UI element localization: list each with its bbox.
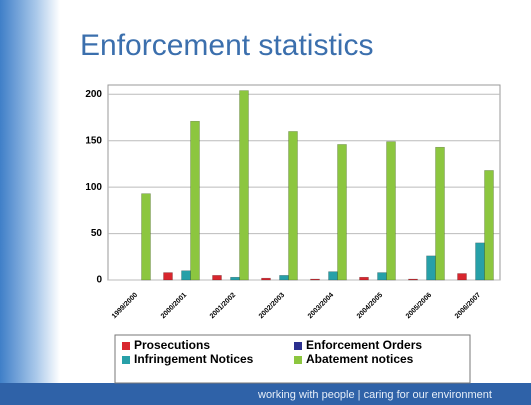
bar [426,255,436,281]
bar [408,278,418,281]
legend-label: Prosecutions [134,338,210,352]
y-tick-label: 100 [85,182,102,193]
x-tick-label: 1999/2000 [111,292,139,320]
bar [288,131,298,281]
bar [181,270,191,281]
x-tick-label: 2006/2007 [454,292,482,320]
footer-band [0,383,531,405]
legend-swatch [294,342,302,350]
bar [239,90,249,281]
legend-swatch [122,342,130,350]
legend [114,334,471,384]
bar [484,170,494,281]
bar [261,277,271,281]
bar [141,193,151,281]
y-tick-label: 200 [85,89,102,100]
x-tick-label: 2000/2001 [160,292,188,320]
legend-swatch [122,356,130,364]
legend-label: Enforcement Orders [306,338,422,352]
bar [475,242,485,281]
x-tick-label: 2001/2002 [209,292,237,320]
y-tick-label: 150 [85,135,102,146]
bar [386,141,396,281]
bar [359,276,369,281]
y-tick-label: 0 [96,275,102,286]
x-tick-label: 2005/2006 [405,292,433,320]
bar [457,273,467,281]
bar [328,271,338,281]
bar [190,120,200,281]
bar [279,275,289,281]
chart-title: Enforcement statistics [80,29,373,62]
footer-text: working with people | caring for our env… [257,389,492,401]
y-tick-label: 50 [91,228,103,239]
bar [377,272,387,281]
bar [230,276,240,281]
bar [310,278,320,281]
legend-swatch [294,356,302,364]
x-tick-label: 2003/2004 [307,292,335,320]
legend-label: Abatement notices [306,352,414,366]
bar [435,146,445,281]
bar [212,275,222,281]
sky-strip [0,0,60,405]
x-tick-label: 2004/2005 [356,292,384,320]
x-tick-label: 2002/2003 [258,292,286,320]
bar [163,272,173,281]
bar [337,144,347,281]
legend-label: Infringement Notices [134,352,254,366]
